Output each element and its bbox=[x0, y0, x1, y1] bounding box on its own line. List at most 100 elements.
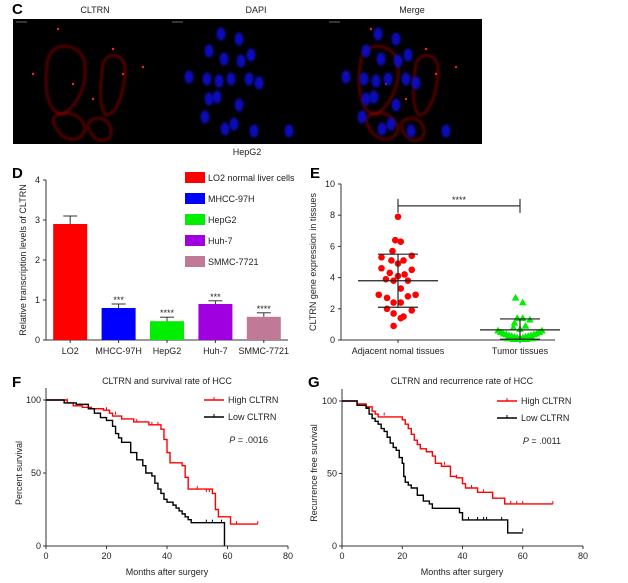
e-axes: 0 2 4 6 8 10 Adjacent nomal tissues Tumor tissu… bbox=[325, 179, 555, 356]
e-point bbox=[401, 271, 408, 278]
cltrn-membrane-signal bbox=[45, 45, 87, 116]
dapi-nucleus bbox=[212, 90, 222, 104]
d-y-tick-label: 1 bbox=[35, 295, 40, 305]
g-km-curve bbox=[342, 400, 553, 505]
g-y-tick-label: 100 bbox=[322, 396, 337, 406]
e-point bbox=[400, 257, 407, 264]
image-title-cltrn: CLTRN bbox=[80, 5, 109, 15]
image-title-dapi: DAPI bbox=[245, 5, 266, 15]
f-km-curve bbox=[46, 399, 226, 546]
d-legend-label: LO2 normal liver cells bbox=[208, 173, 295, 183]
d-bars: ************** bbox=[53, 215, 281, 340]
d-x-tick-label: MHCC-97H bbox=[95, 346, 142, 356]
e-x-tick-label: Adjacent nomal tissues bbox=[352, 346, 445, 356]
g-x-tick-label: 60 bbox=[518, 551, 528, 561]
dapi-nucleus bbox=[234, 32, 244, 46]
e-point bbox=[509, 323, 518, 331]
e-point bbox=[394, 213, 402, 221]
f-x-tick-label: 20 bbox=[101, 551, 111, 561]
dapi-nucleus bbox=[244, 72, 254, 86]
dapi-nucleus bbox=[406, 124, 416, 138]
panel-e-scatter-chart: E CLTRN gene expression in tissues 0 2 4 6 8… bbox=[308, 165, 560, 356]
d-x-tick-label: HepG2 bbox=[153, 346, 182, 356]
dapi-nucleus bbox=[357, 110, 367, 124]
e-points bbox=[358, 213, 560, 343]
d-significance-label: **** bbox=[160, 308, 175, 318]
e-y-tick-label: 4 bbox=[330, 273, 335, 283]
cltrn-membrane-signal bbox=[365, 112, 400, 141]
cltrn-puncta bbox=[31, 72, 35, 76]
dapi-nucleus bbox=[200, 110, 210, 124]
e-point bbox=[518, 298, 527, 306]
cltrn-puncta bbox=[121, 72, 125, 76]
panel-label-g: G bbox=[308, 374, 320, 391]
panel-d-bar-chart: D Relative transcription levels of CLTRN… bbox=[12, 165, 295, 356]
image-caption-hepg2: HepG2 bbox=[233, 147, 262, 157]
cltrn-puncta bbox=[111, 47, 115, 51]
e-point bbox=[390, 299, 397, 306]
f-p-symbol: P bbox=[229, 435, 235, 445]
d-legend-label: SMMC-7721 bbox=[208, 257, 259, 267]
d-legend-swatch bbox=[185, 235, 205, 246]
cltrn-membrane-signal bbox=[400, 117, 426, 142]
e-point bbox=[383, 305, 391, 313]
d-x-tick-label: SMMC-7721 bbox=[239, 346, 290, 356]
dapi-nucleus bbox=[401, 72, 411, 86]
dapi-nucleus bbox=[373, 27, 383, 41]
e-point bbox=[382, 275, 390, 283]
f-x-tick-label: 60 bbox=[222, 551, 232, 561]
g-legend-label: High CLTRN bbox=[521, 396, 571, 406]
e-point bbox=[378, 264, 385, 272]
dapi-nucleus bbox=[219, 52, 229, 66]
g-x-axis-label: Months after surgery bbox=[421, 567, 504, 577]
e-point bbox=[389, 247, 396, 255]
cltrn-membrane-signal bbox=[412, 54, 440, 116]
d-legend-label: HepG2 bbox=[208, 215, 237, 225]
cltrn-membrane-signal bbox=[87, 117, 113, 142]
e-point bbox=[511, 293, 520, 301]
f-x-tick-label: 0 bbox=[43, 551, 48, 561]
d-bar bbox=[150, 321, 184, 340]
e-point bbox=[375, 291, 383, 299]
cltrn-membrane-signal bbox=[358, 45, 400, 116]
cltrn-puncta bbox=[434, 72, 438, 76]
d-legend: LO2 normal liver cells MHCC-97H HepG2 Huh-7… bbox=[185, 172, 295, 267]
e-point bbox=[408, 266, 416, 274]
e-point bbox=[397, 285, 405, 292]
dapi-nucleus bbox=[369, 90, 379, 104]
e-point bbox=[521, 321, 530, 329]
d-bar bbox=[246, 316, 281, 340]
dapi-nucleus bbox=[234, 98, 244, 112]
dapi-nucleus bbox=[376, 52, 386, 66]
e-y-axis-label: CLTRN gene expression in tissues bbox=[308, 193, 318, 331]
d-bar bbox=[198, 304, 233, 340]
d-significance-label: *** bbox=[210, 292, 221, 302]
dapi-nucleus bbox=[226, 72, 236, 86]
panel-label-d: D bbox=[12, 165, 23, 182]
d-significance-label: **** bbox=[257, 304, 272, 314]
cltrn-puncta bbox=[141, 65, 145, 69]
dapi-nucleus bbox=[254, 76, 264, 90]
image-cltrn bbox=[16, 21, 145, 142]
e-y-tick-label: 6 bbox=[330, 241, 335, 251]
g-p-number: = .0011 bbox=[529, 436, 561, 446]
dapi-nucleus bbox=[204, 92, 214, 106]
cltrn-puncta bbox=[71, 82, 75, 86]
e-point bbox=[383, 294, 391, 302]
e-point bbox=[408, 307, 416, 314]
g-title: CLTRN and recurrence rate of HCC bbox=[391, 376, 534, 386]
d-legend-swatch bbox=[185, 214, 205, 225]
dapi-nucleus bbox=[236, 54, 246, 68]
d-y-tick-label: 4 bbox=[35, 175, 40, 185]
image-merge bbox=[329, 21, 458, 142]
e-y-tick-label: 8 bbox=[330, 210, 335, 220]
dapi-nucleus bbox=[249, 124, 259, 138]
f-plot: 0 50 100 0 20 40 60 80 High CLTRN Low CLTRN P = .0… bbox=[26, 388, 293, 561]
e-point bbox=[390, 310, 397, 317]
f-km-curve bbox=[46, 399, 258, 525]
dapi-nucleus bbox=[184, 70, 194, 84]
g-y-axis-label: Recurrence free survival bbox=[309, 424, 319, 522]
d-y-tick-label: 0 bbox=[35, 335, 40, 345]
f-x-tick-label: 40 bbox=[162, 551, 172, 561]
